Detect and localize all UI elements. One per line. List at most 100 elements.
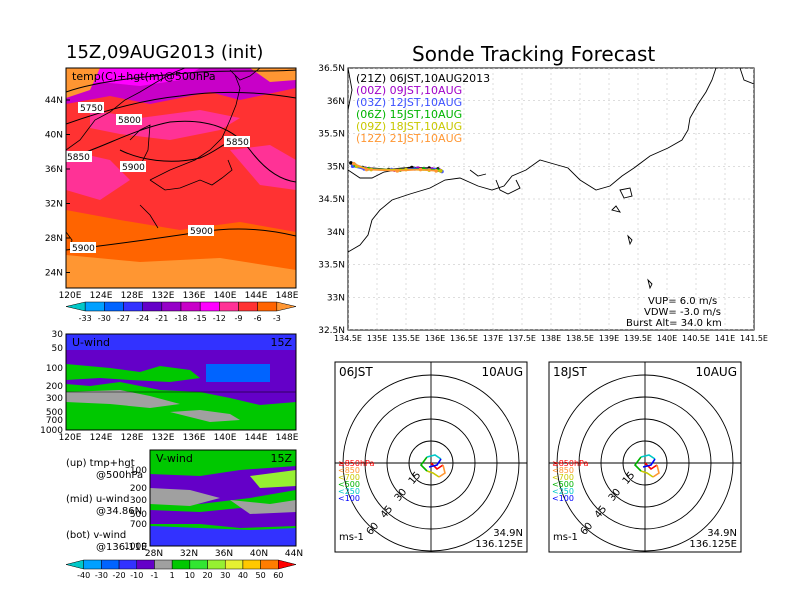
contour-label: 5750 xyxy=(80,104,103,114)
track-point xyxy=(418,167,423,172)
track-point xyxy=(434,169,438,173)
colorbar-swatch xyxy=(257,301,278,312)
vdw-param: VDW= -3.0 m/s xyxy=(644,307,721,318)
u-x-tick-label: 120E xyxy=(59,433,82,443)
v-wind-x-ticks: 28N 32N 36N 40N 44N xyxy=(145,549,303,559)
colorbar-swatch xyxy=(101,559,120,570)
colorbar-tick-label: 50 xyxy=(256,571,266,580)
hodograph-time: 18JST xyxy=(553,365,587,379)
lon-tick-label: 140E xyxy=(214,291,237,301)
hodograph-unit: ms-1 xyxy=(339,532,364,543)
colorbar-swatch xyxy=(65,559,84,570)
lon-tick-label: 132E xyxy=(152,291,175,301)
u-y-tick-label: 200 xyxy=(46,382,63,392)
v-y-tick-label: 100 xyxy=(130,466,147,476)
u-y-tick-label: 30 xyxy=(52,330,64,340)
launch-legend-item: (21Z) 06JST,10AUG2013 xyxy=(356,72,490,85)
colorbar-swatch xyxy=(199,301,220,312)
track-point xyxy=(439,169,443,173)
pressure-level-label: <700 xyxy=(552,473,574,482)
hodograph-lon: 136.125E xyxy=(689,539,737,550)
colorbar-swatch xyxy=(136,559,155,570)
colorbar-tick-label: -21 xyxy=(155,314,168,323)
right-title: Sonde Tracking Forecast xyxy=(412,42,656,66)
contour-label: 5900 xyxy=(122,163,145,173)
burst-param: Burst Alt= 34.0 km xyxy=(626,318,722,329)
track-point xyxy=(364,167,369,172)
lat-tick-label: 24N xyxy=(45,269,63,279)
v-wind-label: V-wind xyxy=(156,452,193,465)
hodograph-trace xyxy=(426,470,440,478)
u-wind-label: U-wind xyxy=(72,336,110,349)
note-mid: (mid) u-wind @34.86N xyxy=(66,494,147,518)
track-y-tick-label: 35N xyxy=(327,162,345,172)
v-x-tick-label: 36N xyxy=(215,549,233,559)
track-x-ticks: 134.5E 135E 135.5E 136E 136.5E 137E 137.5E 138E… xyxy=(334,334,768,343)
hodograph-trace xyxy=(438,464,446,478)
track-x-tick-label: 137E xyxy=(483,334,503,343)
contour-label: 5850 xyxy=(67,153,90,163)
pressure-level-label: <100 xyxy=(552,494,574,503)
u-x-tick-label: 148E xyxy=(276,433,299,443)
u-wind-field xyxy=(66,334,296,430)
colorbar-swatch xyxy=(260,559,279,570)
u-x-tick-label: 124E xyxy=(90,433,113,443)
hodograph-trace xyxy=(642,458,656,468)
lon-tick-label: 148E xyxy=(276,291,299,301)
map-lon-ticks: 120E 124E 128E 132E 136E 140E 144E 148E xyxy=(59,291,299,301)
note-line: (bot) v-wind xyxy=(66,530,127,541)
colorbar-swatch xyxy=(224,559,244,570)
v-x-tick-label: 28N xyxy=(145,549,163,559)
pressure-level-label: <250 xyxy=(552,487,574,496)
track-x-tick-label: 140.5E xyxy=(682,334,710,343)
u-x-tick-label: 128E xyxy=(121,433,144,443)
colorbar-swatch xyxy=(84,301,105,312)
pressure-level-label: <500 xyxy=(338,480,360,489)
colorbar-swatch xyxy=(180,301,201,312)
colorbar-tick-label: 10 xyxy=(185,571,195,580)
lon-tick-label: 144E xyxy=(245,291,268,301)
colorbar-tick-label: 30 xyxy=(220,571,230,580)
lon-tick-label: 136E xyxy=(183,291,206,301)
colorbar-tick-label: -9 xyxy=(235,314,243,323)
hodograph-lat: 34.9N xyxy=(707,528,737,539)
track-point xyxy=(349,161,353,165)
colorbar-swatch xyxy=(189,559,208,570)
wind-colorbar: -40 -30 -20 -10 -1 1 10 20 30 40 50 60 xyxy=(65,559,297,580)
colorbar-tick-label: -12 xyxy=(213,314,226,323)
hodograph-lon: 136.125E xyxy=(475,539,523,550)
hodograph-trace xyxy=(426,454,442,460)
track-x-tick-label: 141.5E xyxy=(740,334,768,343)
colorbar-tick-label: 40 xyxy=(238,571,248,580)
map-variable-label: temp(C)+hgt(m)@500hPa xyxy=(72,70,216,83)
map-lat-ticks: 44N 40N 36N 32N 28N 24N xyxy=(45,96,70,279)
track-point xyxy=(352,161,356,166)
colorbar-tick-label: -33 xyxy=(79,314,92,323)
colorbar-swatch xyxy=(83,559,102,570)
u-x-tick-label: 144E xyxy=(245,433,268,443)
v-x-tick-label: 40N xyxy=(250,549,268,559)
track-point xyxy=(395,169,400,173)
lat-tick-label: 44N xyxy=(45,96,63,106)
track-x-tick-label: 140E xyxy=(657,334,677,343)
temperature-colorbar: -33 -30 -27 -24 -21 -18 -15 -12 -9 -6 -3 xyxy=(65,301,297,323)
colorbar-tick-label: -3 xyxy=(273,314,281,323)
colorbar-tick-label: -30 xyxy=(98,314,111,323)
v-y-tick-label: 200 xyxy=(130,484,147,494)
u-y-tick-label: 300 xyxy=(46,394,63,404)
note-line: @136.11E xyxy=(96,542,148,553)
left-title: 15Z,09AUG2013 (init) xyxy=(66,42,264,63)
lat-tick-label: 40N xyxy=(45,131,63,141)
track-x-tick-label: 136.5E xyxy=(450,334,478,343)
colorbar-tick-label: 20 xyxy=(202,571,212,580)
pressure-level-label: ≥850hPa xyxy=(552,459,589,468)
contour-label: 5900 xyxy=(72,244,95,254)
pressure-level-label: <250 xyxy=(338,487,360,496)
v-y-tick-label: 300 xyxy=(130,496,147,506)
track-y-tick-label: 35.5N xyxy=(318,130,345,140)
hodograph-trace xyxy=(640,454,656,460)
track-x-tick-label: 135.5E xyxy=(392,334,420,343)
